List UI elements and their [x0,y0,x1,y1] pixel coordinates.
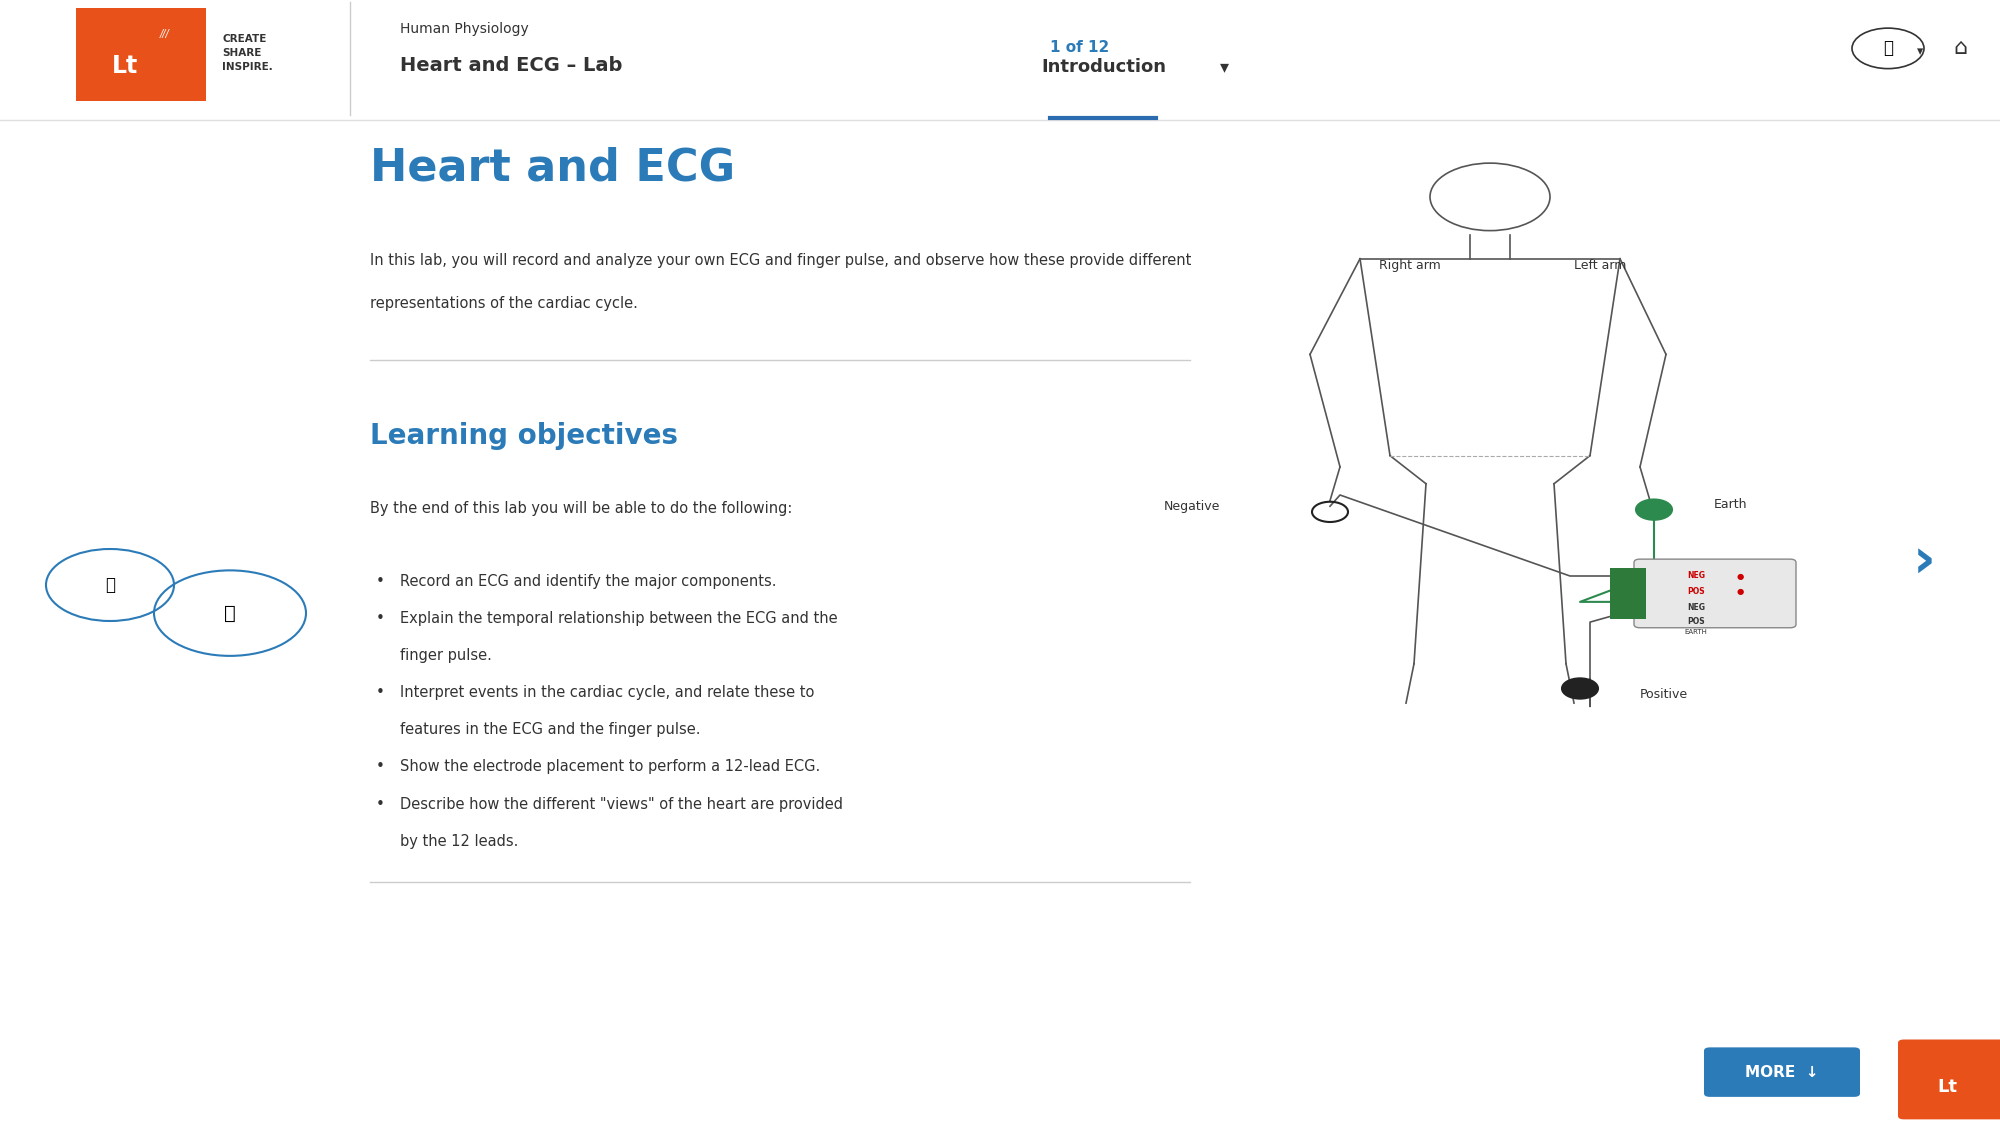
Text: NEG: NEG [1688,572,1704,580]
Text: ▾: ▾ [1220,58,1228,76]
Text: NEG: NEG [1688,603,1704,612]
Text: Positive: Positive [1640,687,1688,701]
FancyBboxPatch shape [1634,559,1796,628]
Text: ▾: ▾ [1916,45,1924,58]
Text: by the 12 leads.: by the 12 leads. [400,834,518,848]
Text: features in the ECG and the finger pulse.: features in the ECG and the finger pulse… [400,722,700,737]
Text: ⌂: ⌂ [1952,38,1968,58]
Text: Introduction: Introduction [1042,58,1166,76]
FancyBboxPatch shape [1898,1040,2000,1119]
Text: CREATE
SHARE
INSPIRE.: CREATE SHARE INSPIRE. [222,34,272,72]
Text: Describe how the different "views" of the heart are provided: Describe how the different "views" of th… [400,796,844,811]
Text: Record an ECG and identify the major components.: Record an ECG and identify the major com… [400,574,776,588]
Text: Negative: Negative [1164,500,1220,513]
Text: 1 of 12: 1 of 12 [1050,39,1110,55]
Text: Heart and ECG: Heart and ECG [370,146,736,189]
Text: ●: ● [1736,572,1744,580]
Text: By the end of this lab you will be able to do the following:: By the end of this lab you will be able … [370,501,792,515]
Text: 👤: 👤 [1884,39,1892,57]
Text: Lt: Lt [1938,1078,1958,1096]
Text: finger pulse.: finger pulse. [400,648,492,663]
Text: Lt: Lt [112,54,138,78]
Text: EARTH: EARTH [1684,629,1708,634]
Text: ///: /// [160,29,170,39]
Circle shape [1562,678,1598,699]
Text: Interpret events in the cardiac cycle, and relate these to: Interpret events in the cardiac cycle, a… [400,685,814,700]
Text: POS: POS [1688,616,1704,626]
FancyBboxPatch shape [1610,568,1646,619]
Text: POS: POS [1688,587,1704,596]
Text: •: • [376,574,384,588]
Text: In this lab, you will record and analyze your own ECG and finger pulse, and obse: In this lab, you will record and analyze… [370,253,1192,268]
Text: Learning objectives: Learning objectives [370,422,678,450]
Text: •: • [376,796,384,811]
Text: ›: › [1912,536,1936,590]
Text: Explain the temporal relationship between the ECG and the: Explain the temporal relationship betwee… [400,611,838,626]
Text: Left arm: Left arm [1574,259,1626,272]
Circle shape [1636,500,1672,520]
Text: Show the electrode placement to perform a 12-lead ECG.: Show the electrode placement to perform … [400,759,820,774]
Text: representations of the cardiac cycle.: representations of the cardiac cycle. [370,296,638,310]
FancyBboxPatch shape [0,0,2000,120]
FancyBboxPatch shape [1704,1047,1860,1097]
Text: Heart and ECG – Lab: Heart and ECG – Lab [400,56,622,74]
Text: ●: ● [1736,587,1744,596]
Text: MORE  ↓: MORE ↓ [1746,1064,1818,1080]
Text: •: • [376,759,384,774]
Text: Right arm: Right arm [1380,259,1440,272]
Text: •: • [376,611,384,626]
Text: 📚: 📚 [104,576,116,594]
Text: •: • [376,685,384,700]
Text: Human Physiology: Human Physiology [400,22,528,36]
Text: Earth: Earth [1714,497,1748,511]
Text: 📖: 📖 [224,604,236,622]
FancyBboxPatch shape [76,8,206,101]
